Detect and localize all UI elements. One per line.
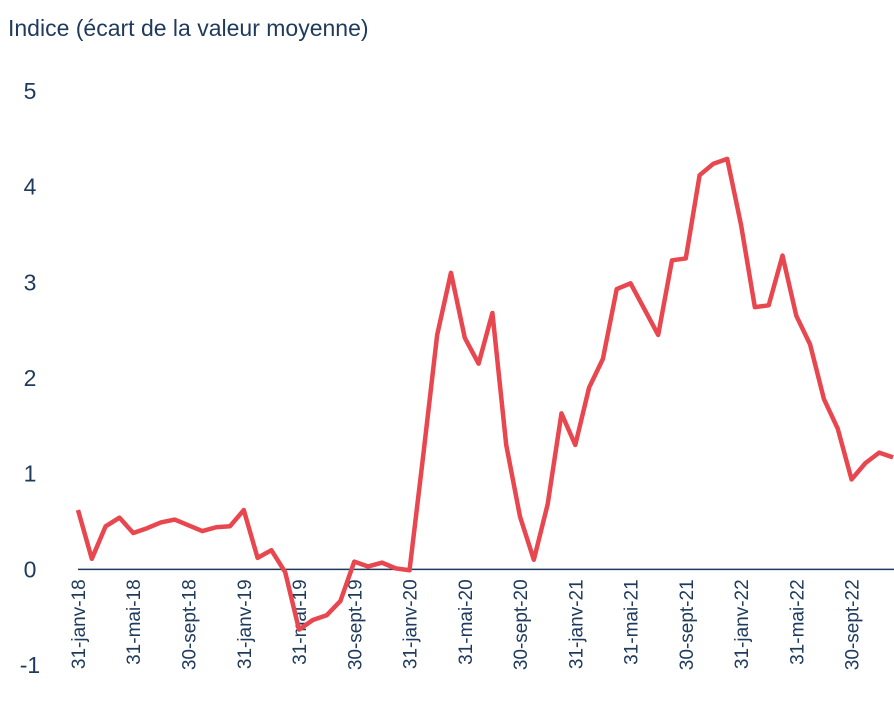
x-tick-label: 31-mai-19 (290, 579, 311, 665)
chart-title: Indice (écart de la valeur moyenne) (8, 15, 369, 41)
x-tick-label: 31-janv-20 (401, 579, 422, 669)
x-tick-label: 30-sept-18 (180, 579, 201, 670)
x-tick-label: 31-mai-20 (456, 579, 477, 665)
y-tick-label: 1 (24, 461, 37, 487)
x-tick-label: 30-sept-21 (677, 579, 698, 670)
y-tick-label: -1 (20, 652, 40, 678)
x-tick-label: 31-janv-21 (566, 579, 587, 669)
x-tick-label: 31-janv-22 (732, 579, 753, 669)
x-tick-label: 31-mai-18 (124, 579, 145, 665)
data-line (75, 156, 894, 632)
x-tick-label: 31-janv-18 (69, 579, 90, 669)
y-tick-label: 2 (24, 365, 37, 391)
y-tick-label: 0 (24, 556, 37, 582)
x-tick-label: 30-sept-20 (511, 579, 532, 670)
x-tick-label: 30-sept-19 (345, 579, 366, 670)
x-tick-label: 31-mai-22 (787, 579, 808, 665)
x-tick-label: 31-mai-21 (622, 579, 643, 665)
y-tick-label: 4 (24, 174, 37, 200)
x-tick-label: 30-sept-22 (843, 579, 864, 670)
y-tick-label: 5 (24, 78, 37, 104)
y-tick-label: 3 (24, 269, 37, 295)
x-tick-label: 31-janv-19 (235, 579, 256, 669)
